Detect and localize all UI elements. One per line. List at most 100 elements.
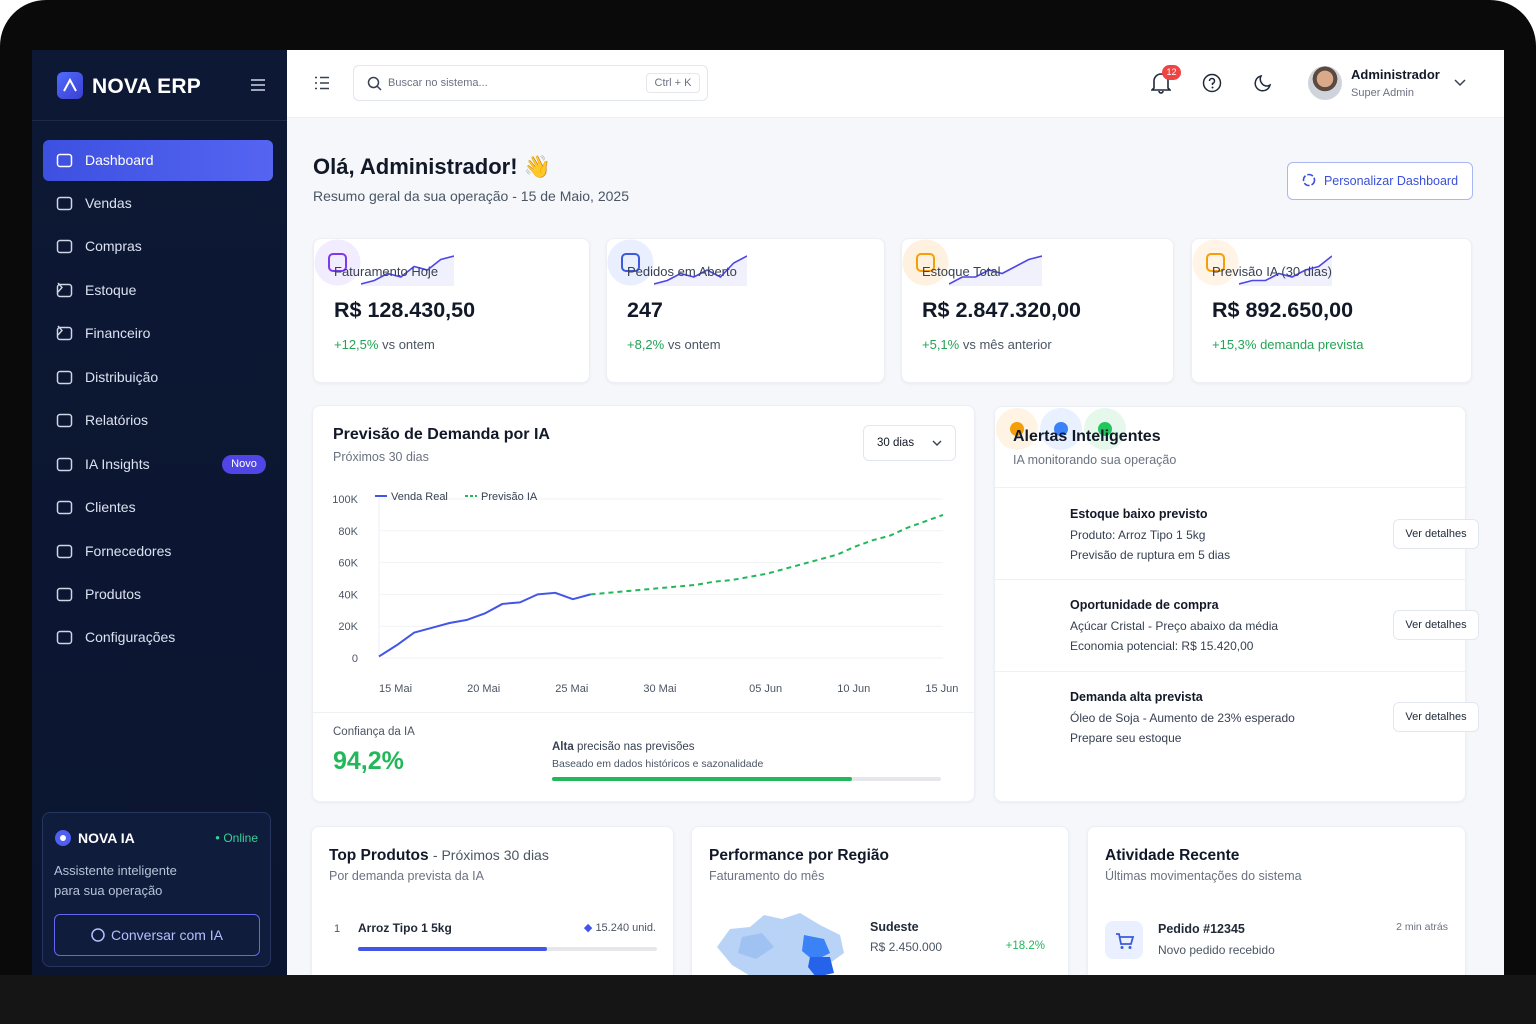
- divider: [313, 712, 976, 713]
- list-icon[interactable]: [314, 76, 330, 90]
- assistant-button[interactable]: Conversar com IA: [54, 914, 260, 956]
- screen: NOVA ERP Dashboard Vendas Compras Estoque Fi…: [32, 50, 1504, 975]
- kpi-label: Faturamento Hoje: [334, 264, 439, 279]
- sidebar: NOVA ERP Dashboard Vendas Compras Estoque Fi…: [32, 50, 287, 975]
- menu-item[interactable]: Dashboard: [43, 139, 273, 181]
- menu-item[interactable]: IA Insights Novo: [43, 444, 273, 485]
- menu-item[interactable]: Fornecedores: [43, 531, 273, 572]
- header-subtitle: Resumo geral da sua operação - 15 de Mai…: [313, 188, 629, 204]
- status-text: Online: [223, 831, 258, 845]
- kpi-change: +5,1% vs mês anterior: [922, 337, 1052, 352]
- series-line: [378, 591, 591, 658]
- y-tick-label: 20K: [338, 621, 358, 633]
- icon-glyph: [1010, 422, 1024, 436]
- series-line: [590, 513, 944, 596]
- alert-title: Demanda alta prevista: [1070, 690, 1203, 704]
- icon-glyph: [1054, 422, 1068, 436]
- activity-icon: [1105, 921, 1143, 959]
- kpi-card: Estoque Total R$ 2.847.320,00 +5,1% vs mês…: [901, 238, 1174, 383]
- demand-chart-card: Previsão de Demanda por IA Próximos 30 d…: [312, 405, 976, 802]
- y-tick-label: 80K: [338, 526, 358, 538]
- search-placeholder: Buscar no sistema...: [388, 77, 488, 89]
- kpi-value: R$ 892.650,00: [1212, 298, 1354, 322]
- alert-action[interactable]: Ver detalhes: [1393, 519, 1479, 549]
- kpi-value: 247: [627, 298, 663, 322]
- menu-icon: [56, 153, 73, 167]
- menu-label: Relatórios: [85, 412, 149, 429]
- sparkline: [653, 255, 748, 286]
- search-box[interactable]: Buscar no sistema... Ctrl + K: [353, 65, 708, 101]
- sidebar-toggle[interactable]: [250, 78, 266, 92]
- y-tick-label: 40K: [338, 589, 358, 601]
- menu-item[interactable]: Produtos: [43, 574, 273, 615]
- alert-icon: [996, 408, 1038, 450]
- icon-shape: [56, 413, 73, 428]
- customize-button[interactable]: Personalizar Dashboard: [1287, 162, 1473, 200]
- alert-title: Estoque baixo previsto: [1070, 507, 1208, 521]
- alert-line: Óleo de Soja - Aumento de 23% esperado: [1070, 711, 1295, 725]
- assistant-icon: [55, 830, 71, 846]
- assistant-panel: NOVA IA ● Online Assistente inteligente …: [42, 812, 271, 967]
- top-products-card: Top Produtos - Próximos 30 dias Por dema…: [311, 826, 674, 975]
- theme-icon[interactable]: [1253, 73, 1273, 93]
- assistant-status: ● Online: [215, 831, 258, 845]
- x-tick-label: 10 Jun: [837, 683, 870, 695]
- avatar[interactable]: [1308, 66, 1342, 100]
- menu-item[interactable]: Distribuição: [43, 357, 273, 398]
- x-tick-label: 15 Jun: [925, 683, 958, 695]
- help-icon[interactable]: [1202, 73, 1222, 93]
- menu-icon: [56, 631, 73, 645]
- menu-item[interactable]: Clientes: [43, 487, 273, 528]
- user-chevron[interactable]: [1454, 79, 1466, 87]
- kpi-icon: [607, 239, 654, 286]
- alert-action[interactable]: Ver detalhes: [1393, 610, 1479, 640]
- submenu-chevron: [57, 325, 63, 336]
- sparkline-line: [653, 255, 748, 285]
- menu-icon: [56, 587, 73, 602]
- menu-icon: [56, 544, 73, 558]
- menu-item[interactable]: Estoque: [43, 270, 273, 311]
- alert-line: Açúcar Cristal - Preço abaixo da média: [1070, 619, 1279, 633]
- icon-bg: [1192, 239, 1239, 286]
- change-comparison: vs ontem: [667, 337, 721, 352]
- region-revenue: R$ 2.450.000: [870, 940, 943, 954]
- menu-item[interactable]: Financeiro: [43, 313, 273, 354]
- search-icon: [367, 76, 382, 91]
- brand-logo: [57, 72, 83, 99]
- menu-icon: [56, 413, 73, 428]
- product-track: [358, 947, 657, 951]
- change-value: +15,3%: [1212, 337, 1257, 352]
- sparkline: [360, 255, 455, 286]
- period-select[interactable]: 30 dias: [863, 425, 956, 461]
- x-tick-label: 20 Mai: [467, 683, 500, 695]
- alert-icon: [1084, 408, 1126, 450]
- change-value: +5,1%: [922, 337, 960, 352]
- menu-item[interactable]: Configurações: [43, 617, 273, 658]
- menu-label: Compras: [85, 238, 142, 255]
- legend-label: Previsão IA: [481, 491, 538, 503]
- icon-shape: [56, 153, 73, 167]
- y-tick-label: 60K: [338, 558, 358, 570]
- kpi-change: +12,5% vs ontem: [334, 337, 435, 352]
- kpi-label: Estoque Total: [922, 264, 1001, 279]
- menu-label: Dashboard: [85, 151, 154, 168]
- alert-action[interactable]: Ver detalhes: [1393, 702, 1479, 732]
- chevron: [57, 282, 63, 293]
- sparkline-line: [360, 255, 455, 285]
- alert-list: Estoque baixo previsto Produto: Arroz Tip…: [995, 407, 1479, 745]
- icon-glyph: [1206, 253, 1225, 272]
- menu-item[interactable]: Compras: [43, 226, 273, 267]
- menu-item[interactable]: Relatórios: [43, 400, 273, 441]
- icon-bg: [607, 239, 654, 286]
- shortcut: Ctrl + K: [646, 73, 700, 93]
- divider: [995, 579, 1467, 580]
- menu-label: Estoque: [85, 281, 137, 298]
- precision-level: Alta: [552, 741, 574, 753]
- icon-glyph: [1098, 422, 1112, 436]
- confidence-track: [552, 777, 941, 781]
- brand-name: NOVA ERP: [92, 75, 201, 98]
- user-name: Administrador: [1351, 67, 1440, 82]
- button-label: Conversar com IA: [110, 927, 224, 943]
- menu-item[interactable]: Vendas: [43, 183, 273, 224]
